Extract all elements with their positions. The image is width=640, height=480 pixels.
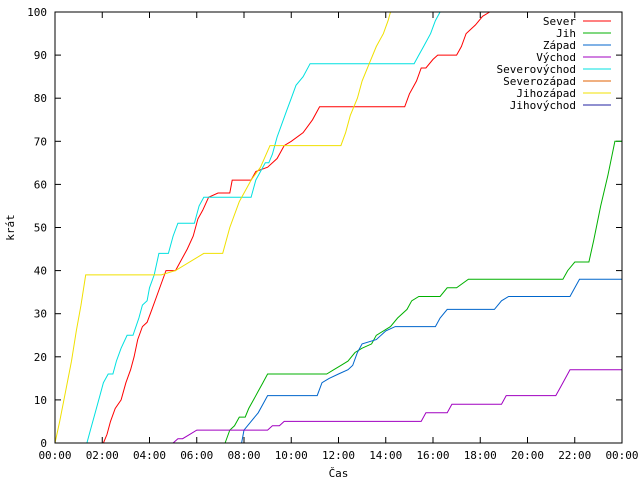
x-tick-label: 00:00 [38, 449, 71, 462]
legend-label: Jihovýchod [510, 99, 576, 112]
y-axis-title: krát [4, 214, 17, 241]
x-tick-label: 12:00 [322, 449, 355, 462]
legend-label: Západ [543, 39, 576, 52]
legend: SeverJihZápadVýchodSeverovýchodSeverozáp… [497, 15, 611, 112]
ticks-layer [54, 11, 623, 444]
x-tick-label: 16:00 [416, 449, 449, 462]
x-tick-label: 08:00 [227, 449, 260, 462]
x-tick-label: 02:00 [86, 449, 119, 462]
series-line-1 [102, 11, 490, 444]
y-tick-label: 100 [27, 6, 47, 19]
x-tick-label: 04:00 [133, 449, 166, 462]
series-line-2 [224, 140, 622, 444]
x-axis-title: Čas [329, 467, 349, 480]
x-tick-label: 20:00 [511, 449, 544, 462]
y-tick-label: 40 [34, 265, 47, 278]
series-line-5 [86, 11, 441, 444]
y-tick-label: 90 [34, 49, 47, 62]
series-layer [54, 11, 622, 444]
series-line-3 [241, 278, 622, 444]
y-tick-label: 70 [34, 135, 47, 148]
x-tick-label: 14:00 [369, 449, 402, 462]
x-tick-label: 06:00 [180, 449, 213, 462]
y-tick-label: 0 [40, 437, 47, 450]
x-tick-label: 22:00 [558, 449, 591, 462]
tick-labels: 00:00 02:00 04:00 06:00 08:00 10:00 12:00 14:00… [27, 6, 638, 462]
series-line-7 [54, 11, 391, 444]
plot-frame [54, 11, 623, 444]
x-tick-label: 10:00 [275, 449, 308, 462]
legend-label: Severozápad [503, 75, 576, 88]
x-tick-label: 00:00 [605, 449, 638, 462]
y-tick-label: 30 [34, 308, 47, 321]
legend-label: Jih [556, 27, 576, 40]
legend-label: Východ [536, 51, 576, 64]
y-tick-label: 10 [34, 394, 47, 407]
legend-label: Sever [543, 15, 576, 28]
x-tick-label: 18:00 [464, 449, 497, 462]
y-tick-label: 80 [34, 92, 47, 105]
y-tick-label: 60 [34, 178, 47, 191]
legend-label: Jihozápad [516, 87, 576, 100]
legend-label: Severovýchod [497, 63, 576, 76]
y-tick-label: 50 [34, 222, 47, 235]
y-tick-label: 20 [34, 351, 47, 364]
series-line-4 [172, 369, 622, 444]
